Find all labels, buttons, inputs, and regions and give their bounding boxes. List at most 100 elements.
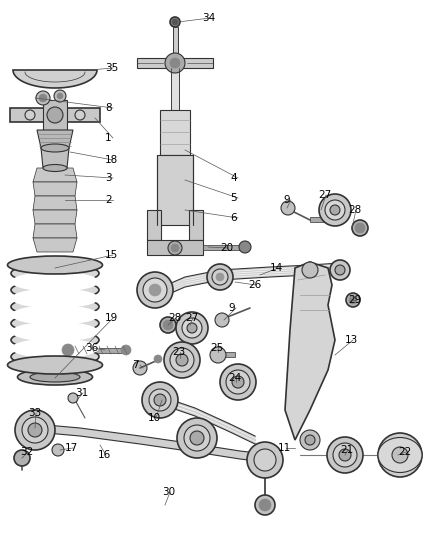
Circle shape (165, 53, 185, 73)
Circle shape (149, 389, 171, 411)
Circle shape (378, 433, 422, 477)
Circle shape (52, 444, 64, 456)
Circle shape (184, 425, 210, 451)
Circle shape (149, 284, 161, 296)
Circle shape (154, 394, 166, 406)
Polygon shape (218, 352, 235, 357)
Circle shape (75, 110, 85, 120)
Text: 28: 28 (348, 205, 361, 215)
Circle shape (182, 318, 202, 338)
Text: 2: 2 (105, 195, 112, 205)
Polygon shape (33, 210, 77, 224)
Circle shape (339, 449, 351, 461)
Circle shape (319, 194, 351, 226)
Text: 10: 10 (148, 413, 161, 423)
Circle shape (170, 348, 194, 372)
Circle shape (232, 376, 244, 388)
Circle shape (177, 418, 217, 458)
Circle shape (15, 410, 55, 450)
Text: 18: 18 (105, 155, 118, 165)
Text: 14: 14 (270, 263, 283, 273)
Circle shape (281, 201, 295, 215)
Text: 6: 6 (230, 213, 237, 223)
Circle shape (247, 442, 283, 478)
Circle shape (143, 278, 167, 302)
Circle shape (57, 93, 63, 99)
Polygon shape (171, 68, 179, 110)
Circle shape (187, 323, 197, 333)
Circle shape (215, 313, 229, 327)
Text: 33: 33 (28, 408, 41, 418)
Text: 13: 13 (345, 335, 358, 345)
Circle shape (36, 91, 50, 105)
Polygon shape (10, 108, 100, 122)
Ellipse shape (18, 369, 92, 385)
Circle shape (142, 382, 178, 418)
Polygon shape (68, 348, 125, 353)
Polygon shape (189, 210, 203, 240)
Polygon shape (160, 110, 190, 155)
Circle shape (133, 361, 147, 375)
Circle shape (176, 312, 208, 344)
Ellipse shape (41, 144, 69, 152)
Circle shape (212, 269, 228, 285)
Circle shape (137, 272, 173, 308)
Circle shape (226, 370, 250, 394)
Circle shape (168, 241, 182, 255)
Text: 8: 8 (105, 103, 112, 113)
Text: 16: 16 (98, 450, 111, 460)
Ellipse shape (11, 305, 99, 325)
Polygon shape (13, 70, 97, 88)
Polygon shape (203, 245, 245, 250)
Circle shape (352, 220, 368, 236)
Text: 32: 32 (20, 447, 33, 457)
Circle shape (254, 449, 276, 471)
Circle shape (216, 273, 224, 281)
Circle shape (68, 393, 78, 403)
Circle shape (210, 347, 226, 363)
Text: 19: 19 (105, 313, 118, 323)
Circle shape (47, 107, 63, 123)
Polygon shape (43, 100, 67, 130)
Ellipse shape (30, 372, 80, 382)
Text: 27: 27 (185, 313, 198, 323)
Circle shape (39, 94, 47, 102)
Ellipse shape (43, 165, 67, 172)
Text: 1: 1 (105, 133, 112, 143)
Circle shape (14, 450, 30, 466)
Text: 11: 11 (278, 443, 291, 453)
Text: 35: 35 (105, 63, 118, 73)
Polygon shape (33, 196, 77, 210)
Ellipse shape (7, 356, 102, 374)
Ellipse shape (11, 288, 99, 308)
Text: 27: 27 (318, 190, 331, 200)
Circle shape (392, 447, 408, 463)
Polygon shape (310, 217, 325, 222)
Circle shape (255, 495, 275, 515)
Text: 22: 22 (398, 447, 411, 457)
Text: 9: 9 (228, 303, 235, 313)
Ellipse shape (11, 263, 99, 284)
Circle shape (355, 223, 365, 233)
Text: 23: 23 (172, 347, 185, 357)
Ellipse shape (11, 346, 99, 367)
Polygon shape (147, 240, 203, 255)
Polygon shape (173, 27, 177, 60)
Text: 28: 28 (168, 313, 181, 323)
Text: 30: 30 (162, 487, 175, 497)
Circle shape (239, 241, 251, 253)
Text: 29: 29 (348, 295, 361, 305)
Polygon shape (33, 238, 77, 252)
Text: 24: 24 (228, 373, 241, 383)
Circle shape (259, 499, 271, 511)
Ellipse shape (7, 256, 102, 274)
Circle shape (335, 265, 345, 275)
Text: 15: 15 (105, 250, 118, 260)
Circle shape (163, 320, 173, 330)
Ellipse shape (11, 322, 99, 342)
Circle shape (170, 58, 180, 68)
Polygon shape (285, 262, 335, 440)
Circle shape (330, 205, 340, 215)
Circle shape (170, 17, 180, 27)
Circle shape (62, 344, 74, 356)
